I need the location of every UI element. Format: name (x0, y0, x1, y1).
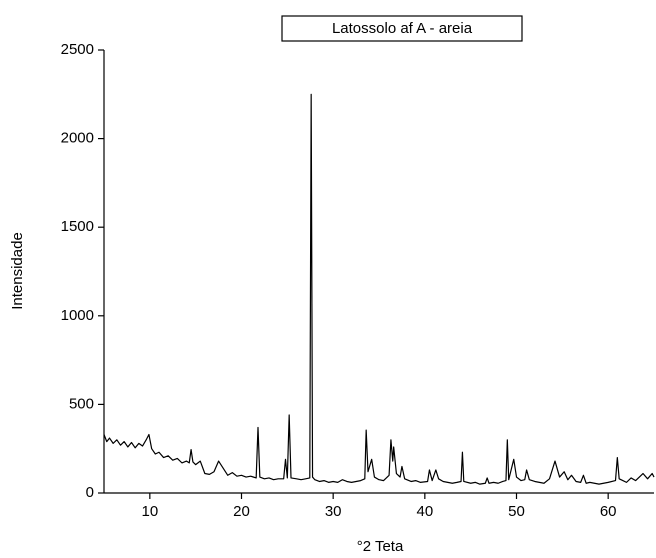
data-line (103, 93, 655, 485)
x-tick-label: 40 (416, 503, 433, 520)
x-tick-label: 60 (600, 503, 617, 520)
title-box (281, 15, 523, 42)
x-tick-label: 30 (325, 503, 342, 520)
y-tick-label: 500 (69, 395, 94, 412)
chart-title: Latossolo af A - areia (332, 20, 473, 37)
y-tick-label: 2000 (61, 130, 94, 147)
y-tick-label: 0 (86, 484, 94, 501)
x-tick-label: 10 (141, 503, 158, 520)
y-tick-label: 2500 (61, 41, 94, 58)
y-axis-label: Intensidade (9, 232, 26, 310)
y-tick-label: 1000 (61, 307, 94, 324)
x-tick-label: 20 (233, 503, 250, 520)
x-axis-label: °2 Teta (357, 538, 404, 555)
y-tick-label: 1500 (61, 218, 94, 235)
x-tick-label: 50 (508, 503, 525, 520)
